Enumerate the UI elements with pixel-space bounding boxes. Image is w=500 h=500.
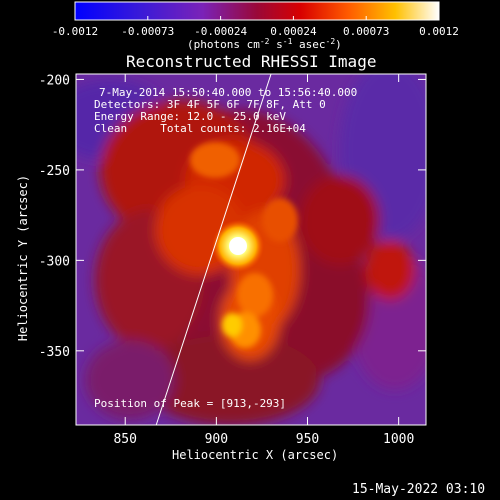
y-axis-label: Heliocentric Y (arcsec) xyxy=(16,174,30,342)
colorbar-tick-label: -0.00073 xyxy=(121,25,174,38)
x-tick-label: 900 xyxy=(205,432,228,447)
info-energy: Energy Range: 12.0 - 25.0 keV xyxy=(94,110,287,123)
info-time: 7-May-2014 15:50:40.000 to 15:56:40.000 xyxy=(99,86,358,99)
colorbar-unit-label: (photons cm-2 s-1 asec-2) xyxy=(187,37,342,51)
colorbar-gradient xyxy=(74,1,440,21)
timestamp: 15-May-2022 03:10 xyxy=(352,482,486,497)
axes: 850 900 950 1000 -200 -250 -300 -350 xyxy=(39,73,426,447)
colorbar-ticks: -0.0012 -0.00073 -0.00024 0.00024 0.00073 0.0… xyxy=(52,16,459,38)
y-tick-label: -350 xyxy=(39,345,70,360)
info-clean: Clean Total counts: 2.16E+04 xyxy=(94,122,306,135)
colorbar-tick-label: 0.00024 xyxy=(270,25,317,38)
y-tick-label: -200 xyxy=(39,73,70,88)
colorbar-tick-label: -0.0012 xyxy=(52,25,98,38)
x-axis-label: Heliocentric X (arcsec) xyxy=(172,448,339,462)
peak-position-label: Position of Peak = [913,-293] xyxy=(94,397,287,410)
info-detectors: Detectors: 3F 4F 5F 6F 7F 8F, Att 0 xyxy=(94,98,326,111)
colorbar-tick-label: -0.00024 xyxy=(194,25,247,38)
limb-line xyxy=(155,73,272,426)
y-tick-label: -250 xyxy=(39,164,70,179)
x-tick-label: 1000 xyxy=(383,432,414,447)
colorbar: -0.0012 -0.00073 -0.00024 0.00024 0.00073 0.0… xyxy=(52,1,459,38)
colorbar-tick-label: 0.0012 xyxy=(419,25,459,38)
heatmap-image xyxy=(76,74,426,425)
x-tick-label: 850 xyxy=(113,432,136,447)
chart-title: Reconstructed RHESSI Image xyxy=(126,52,377,71)
y-tick-label: -300 xyxy=(39,254,70,269)
colorbar-tick-label: 0.00073 xyxy=(343,25,389,38)
x-tick-label: 950 xyxy=(296,432,319,447)
